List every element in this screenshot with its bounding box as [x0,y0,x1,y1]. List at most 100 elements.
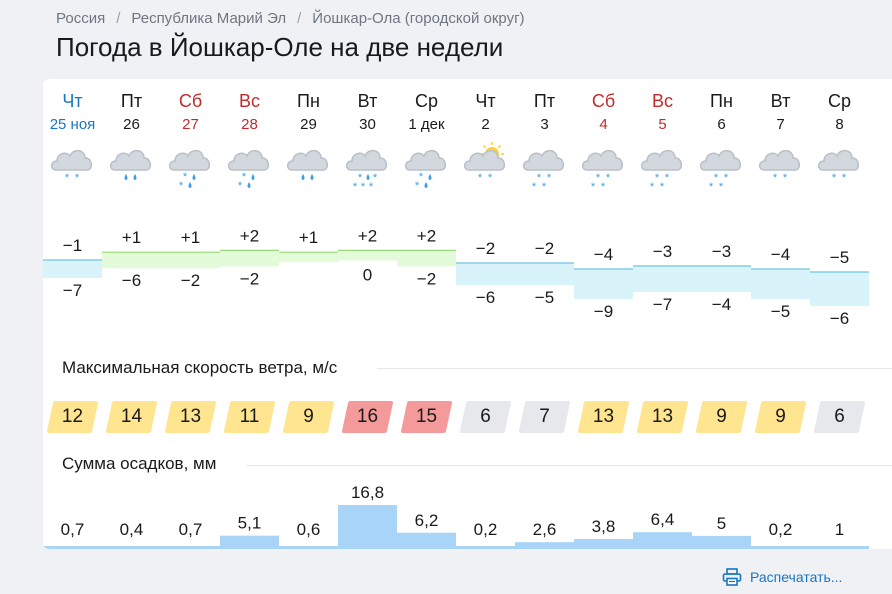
cloud-snow-icon: * * [758,149,801,184]
precipitation-value: 0,2 [769,520,793,539]
day-date: 30 [359,116,376,133]
temperature-chart: −1 −7 +1 −6 +1 −2 +2 −2 +1 +2 0 +2 −2 −2 −6 −2 −5 −4 −9 −3 −… [43,226,869,328]
sun-cloud-snow-icon: * * [463,142,506,184]
cloud-rain-icon [286,149,329,180]
day-date: 29 [300,116,317,133]
breadcrumb-item-country[interactable]: Россия [56,9,106,27]
svg-text:*: * [650,181,655,193]
temp-max-label: −3 [712,242,731,261]
temp-max-label: −2 [535,239,554,258]
wind-speed-cell: 13 [164,401,217,433]
temperature-band [397,250,456,267]
temp-max-label: +2 [417,226,436,245]
print-label: Распечатать... [750,569,843,585]
svg-text:*: * [242,171,247,183]
wind-speed-cell: 9 [282,401,335,433]
precipitation-bar [279,546,338,549]
svg-text:*: * [783,172,788,184]
forecast-card: −1 −7 +1 −6 +1 −2 +2 −2 +1 +2 0 +2 −2 −2 −6 −2 −5 −4 −9 −3 −… [43,79,892,549]
day-name: Чт [475,91,496,111]
svg-text:*: * [353,181,358,193]
wind-speed-cell: 7 [518,401,571,433]
svg-text:*: * [832,172,837,184]
svg-text:*: * [724,172,729,184]
temp-min-label: −2 [181,271,200,290]
svg-text:*: * [714,172,719,184]
temp-max-label: +1 [122,228,141,247]
precipitation-value: 0,6 [297,520,321,539]
breadcrumb-item-region[interactable]: Республика Марий Эл [131,9,287,27]
svg-text:*: * [547,172,552,184]
day-date: 27 [182,116,199,133]
svg-text:*: * [488,172,493,184]
wind-speed-cell: 15 [400,401,453,433]
precipitation-bar [633,532,692,549]
day-date: 7 [776,116,785,133]
wind-speed-cell: 13 [636,401,689,433]
day-name: Пн [710,91,733,111]
day-name: Сб [178,91,203,111]
precipitation-title: Сумма осадков, мм [62,454,217,473]
svg-text:*: * [719,181,724,193]
svg-text:*: * [596,172,601,184]
day-date: 5 [658,116,667,133]
svg-text:*: * [773,172,778,184]
temp-min-label: −9 [594,302,613,321]
svg-text:*: * [660,181,665,193]
day-name: Пт [120,91,143,111]
svg-text:*: * [665,172,670,184]
temperature-band [102,252,161,269]
temp-min-label: −6 [830,309,849,328]
precipitation-bar [220,535,279,549]
precipitation-value: 0,4 [120,520,144,539]
temp-min-label: −4 [712,295,731,314]
precipitation-bar [692,535,751,549]
temp-max-label: +1 [299,228,318,247]
cloud-heavy-snow-icon: * ** * [699,149,742,193]
temperature-band [279,252,338,263]
temperature-band [161,252,220,269]
temp-min-label: −6 [476,288,495,307]
svg-text:*: * [542,181,547,193]
day-date: 6 [717,116,726,133]
wind-speed-cell: 11 [223,401,276,433]
precipitation-bar [810,546,869,549]
precipitation-bar [751,546,810,549]
day-date: 26 [123,116,140,133]
precipitation-value: 2,6 [533,520,557,539]
cloud-heavy-snow-icon: * ** * [640,149,683,193]
temperature-band [220,250,279,267]
print-link[interactable]: Распечатать... [722,566,842,588]
temperature-band [43,260,102,278]
precipitation-bar [43,546,102,549]
temp-max-label: −3 [653,242,672,261]
day-name: Пт [533,91,556,111]
temp-max-label: +2 [358,226,377,245]
page-title: Погода в Йошкар-Оле на две недели [56,32,504,62]
wind-speed-cell: 13 [577,401,630,433]
svg-text:*: * [532,181,537,193]
precipitation-bar [102,546,161,549]
precipitation-value: 3,8 [592,517,616,536]
temp-max-label: +1 [181,228,200,247]
svg-text:*: * [179,180,184,192]
wind-speed-cell: 16 [341,401,394,433]
cloud-heavy-sleet-icon: * ** * * [345,149,388,193]
day-name: Вт [770,91,791,111]
day-date: 2 [481,116,490,133]
temp-min-label: 0 [363,265,372,284]
temp-min-label: −2 [417,269,436,288]
breadcrumb-item-district[interactable]: Йошкар-Ола (городской округ) [312,9,525,27]
day-date: 8 [835,116,844,133]
temperature-band [633,266,692,292]
day-name: Вс [651,91,673,111]
precipitation-chart: 0,7 0,4 0,7 5,1 0,6 16,8 6,2 0,2 2,6 3,8 6,4 5 0,2 1 [43,483,869,549]
precipitation-bar [397,532,456,549]
svg-text:*: * [361,181,366,193]
temperature-band [692,266,751,292]
precipitation-value: 5,1 [238,514,262,533]
temp-min-label: −5 [771,302,790,321]
day-name: Ср [827,91,851,111]
temp-max-label: −4 [771,245,790,264]
divider [247,465,892,466]
